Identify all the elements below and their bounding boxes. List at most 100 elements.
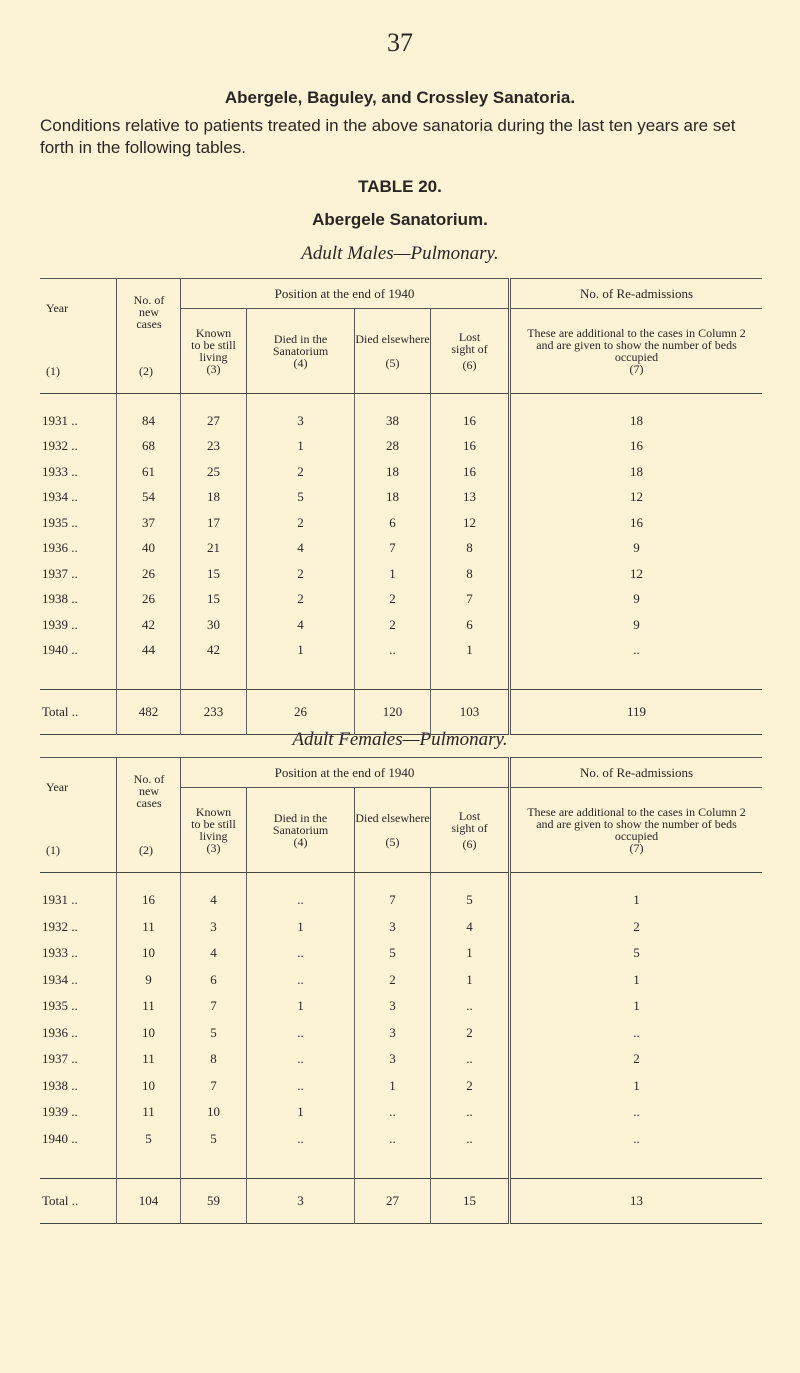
lost-sight-cell: 103 [430, 688, 510, 734]
lost-sight-cell: 7 [430, 586, 510, 612]
died-elsewhere-cell: 2 [354, 612, 431, 638]
year-cell: Total .. [40, 1177, 117, 1223]
died-elsewhere-cell: 2 [354, 586, 431, 612]
known-living-cell: 27 [180, 393, 247, 434]
col-year: Year [46, 779, 69, 794]
died-sanatorium-cell: 1 [246, 1099, 355, 1126]
died-sanatorium-cell: .. [246, 966, 355, 993]
readmissions-cell: .. [508, 1099, 762, 1126]
col-year: Year [46, 300, 69, 315]
lost-sight-cell: 1 [430, 637, 510, 663]
died-elsewhere-cell: 18 [354, 459, 431, 485]
known-living-cell: 7 [180, 1072, 247, 1099]
year-cell: 1935 .. [42, 514, 78, 530]
lost-sight-cell: .. [430, 993, 510, 1020]
died-sanatorium-cell: 1 [246, 637, 355, 663]
died-elsewhere-cell: 3 [354, 1019, 431, 1046]
col-new-number: (2) [139, 842, 153, 857]
died-elsewhere-cell: 7 [354, 535, 431, 561]
lost-sight-cell: .. [430, 1099, 510, 1126]
readmissions-header: No. of Re-admissions [508, 278, 762, 309]
lost-sight-cell: 16 [430, 433, 510, 459]
new-cases-cell: 104 [116, 1177, 181, 1223]
table-row: 1938 .. 26 15 2 2 7 9 [40, 586, 762, 612]
year-cell: 1938 .. [42, 1077, 78, 1093]
died-sanatorium-cell: .. [246, 1046, 355, 1073]
col-new-number: (2) [139, 363, 153, 378]
died-sanatorium-cell: 1 [246, 993, 355, 1020]
new-cases-cell: 10 [116, 1019, 181, 1046]
table-row: 1935 .. 37 17 2 6 12 16 [40, 510, 762, 536]
year-cell: 1934 .. [42, 489, 78, 505]
new-cases-cell: 10 [116, 1072, 181, 1099]
readmissions-cell: 12 [508, 561, 762, 587]
table-title-males: Adult Males—Pulmonary. [301, 243, 499, 264]
died-elsewhere-cell: 3 [354, 1046, 431, 1073]
year-cell: 1936 .. [42, 1024, 78, 1040]
position-header: Position at the end of 1940 [180, 757, 510, 788]
new-cases-cell: 11 [116, 993, 181, 1020]
table-row: 1937 .. 26 15 2 1 8 12 [40, 561, 762, 587]
readmissions-cell: 9 [508, 535, 762, 561]
readmissions-cell: 2 [508, 1046, 762, 1073]
col-died-else-number: (5) [385, 356, 400, 370]
table-row: 1933 .. 61 25 2 18 16 18 [40, 459, 762, 485]
new-cases-cell: 61 [116, 459, 181, 485]
readmissions-cell: 5 [508, 940, 762, 967]
col-readm-number: (7) [629, 362, 644, 376]
died-elsewhere-cell: 1 [354, 1072, 431, 1099]
died-elsewhere-cell: 3 [354, 993, 431, 1020]
lost-sight-cell: 15 [430, 1177, 510, 1223]
readmissions-cell: 1 [508, 993, 762, 1020]
col-known-number: (3) [206, 841, 221, 855]
known-living-cell: 30 [180, 612, 247, 638]
died-sanatorium-cell: 3 [246, 393, 355, 434]
readmissions-cell: 9 [508, 612, 762, 638]
year-cell: Total .. [40, 688, 117, 734]
new-cases-cell: 5 [116, 1125, 181, 1152]
died-elsewhere-cell: 38 [354, 393, 431, 434]
died-elsewhere-cell: 1 [354, 561, 431, 587]
heading: Abergele, Baguley, and Crossley Sanatori… [224, 88, 576, 107]
females-table: Year (1) No. of new cases (2) Position at … [40, 757, 762, 1224]
died-elsewhere-cell: .. [354, 1099, 431, 1126]
table-row: 1936 .. 10 5.. 3 2.. [40, 1019, 762, 1046]
died-elsewhere-cell: 18 [354, 484, 431, 510]
readmissions-cell: 1 [508, 966, 762, 993]
year-cell: 1936 .. [42, 540, 78, 556]
spacer-row [40, 1152, 762, 1178]
table-row: 1934 .. 9 6.. 2 1 1 [40, 966, 762, 993]
died-elsewhere-cell: 3 [354, 913, 431, 940]
died-sanatorium-cell: .. [246, 872, 355, 914]
year-cell: 1940 .. [42, 1130, 78, 1146]
known-living-cell: 5 [180, 1019, 247, 1046]
readmissions-cell: 9 [508, 586, 762, 612]
new-cases-cell: 11 [116, 1099, 181, 1126]
table-row: 1937 .. 11 8.. 3.. 2 [40, 1046, 762, 1073]
readmissions-cell: 18 [508, 393, 762, 434]
died-sanatorium-cell: 2 [246, 459, 355, 485]
new-cases-cell: 54 [116, 484, 181, 510]
known-living-cell: 21 [180, 535, 247, 561]
readmissions-cell: 1 [508, 1072, 762, 1099]
table-row: 1933 .. 10 4.. 5 1 5 [40, 940, 762, 967]
lost-sight-cell: 2 [430, 1072, 510, 1099]
table-row: 1940 .. 5 5........ [40, 1125, 762, 1152]
known-living-cell: 3 [180, 913, 247, 940]
died-sanatorium-cell: .. [246, 1072, 355, 1099]
died-sanatorium-cell: 4 [246, 535, 355, 561]
new-cases-cell: 44 [116, 637, 181, 663]
table-row: 1936 .. 40 21 4 7 8 9 [40, 535, 762, 561]
lost-sight-cell: 16 [430, 459, 510, 485]
year-cell: 1939 .. [42, 1104, 78, 1120]
year-cell: 1931 .. [42, 412, 78, 428]
new-cases-cell: 26 [116, 586, 181, 612]
readmissions-cell: 16 [508, 433, 762, 459]
died-elsewhere-cell: 6 [354, 510, 431, 536]
known-living-cell: 10 [180, 1099, 247, 1126]
lost-sight-cell: 4 [430, 913, 510, 940]
known-living-cell: 5 [180, 1125, 247, 1152]
col-readmissions-note: These are additional to the cases in Col… [527, 805, 746, 843]
table-row: 1932 .. 68 23 1 28 16 16 [40, 433, 762, 459]
known-living-cell: 4 [180, 872, 247, 914]
